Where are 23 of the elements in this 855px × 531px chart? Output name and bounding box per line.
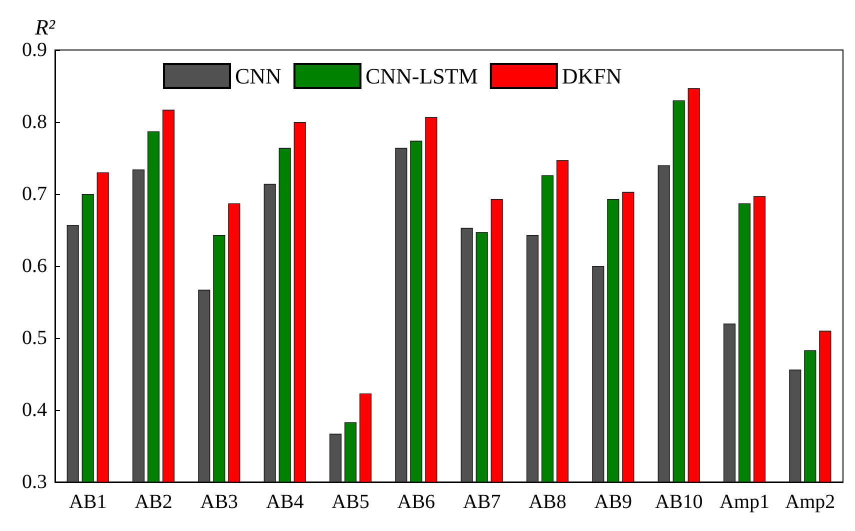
y-tick-label: 0.9	[22, 39, 47, 61]
y-tick-label: 0.5	[22, 327, 47, 349]
x-tick-label: AB1	[68, 491, 107, 513]
x-tick-label: AB10	[654, 491, 703, 513]
x-tick-label: AB6	[397, 491, 436, 513]
y-tick-label: 0.3	[22, 471, 47, 493]
x-tick-label: AB5	[332, 491, 370, 513]
y-tick-label: 0.6	[22, 255, 47, 277]
y-tick-label: 0.7	[22, 183, 47, 205]
legend-label: DKFN	[562, 64, 622, 88]
x-tick-label: AB4	[266, 491, 304, 513]
x-tick-label: Amp1	[720, 491, 770, 513]
legend-label: CNN-LSTM	[365, 64, 478, 88]
y-tick-label: 0.4	[22, 399, 47, 421]
x-tick-label: AB7	[462, 491, 501, 513]
x-tick-label: AB2	[134, 491, 172, 513]
legend-label: CNN	[235, 64, 282, 88]
x-tick-label: AB8	[528, 491, 566, 513]
x-tick-label: AB9	[594, 491, 632, 513]
y-axis-title: R²	[34, 14, 56, 40]
x-tick-label: Amp2	[785, 491, 836, 513]
y-tick-label: 0.8	[22, 111, 47, 133]
x-tick-label: AB3	[200, 491, 238, 513]
